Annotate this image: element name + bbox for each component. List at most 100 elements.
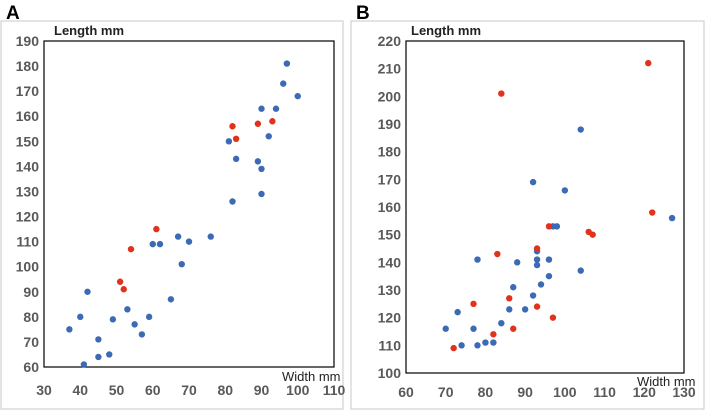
panel-b-red-point bbox=[450, 344, 457, 352]
panel-a-red-point bbox=[120, 286, 127, 293]
panel-b-red-point bbox=[506, 295, 513, 302]
panel-b-y-tick-label: 170 bbox=[378, 171, 402, 187]
panel-a-x-tick-label: 50 bbox=[109, 382, 125, 398]
panel-b-blue-point bbox=[474, 256, 481, 263]
panel-b-blue-point bbox=[529, 178, 537, 186]
panel-b-red-point bbox=[494, 250, 501, 258]
panel-b-y-tick-label: 190 bbox=[378, 116, 402, 132]
panel-a-y-tick-label: 120 bbox=[16, 209, 40, 225]
panel-a-frame bbox=[0, 20, 344, 410]
panel-a-x-tick-label: 60 bbox=[145, 382, 161, 398]
panel-b-red-point bbox=[533, 303, 541, 310]
panel-a-blue-point bbox=[138, 331, 146, 338]
panel-a-blue-point bbox=[254, 158, 262, 165]
panel-b-blue-point bbox=[521, 306, 529, 313]
panel-b-ticks: 100 110 120 130 140 150 160 170 180 190 200 210 220 6… bbox=[378, 33, 696, 400]
panel-a-blue-point bbox=[280, 80, 287, 87]
panel-b-plot-area bbox=[405, 40, 685, 374]
panel-b-y-tick-label: 220 bbox=[378, 33, 402, 49]
panel-a-blue-point bbox=[229, 198, 236, 205]
panel-a-blue-point bbox=[272, 105, 280, 112]
panel-b-blue-point bbox=[506, 306, 513, 313]
panel-a-blue-point bbox=[283, 60, 291, 67]
panel-a-x-tick-label: 110 bbox=[323, 382, 346, 398]
panel-a-ticks: 60 70 80 90 100 110 120 130 140 150 160 170 180 190 30… bbox=[16, 33, 346, 398]
panel-b-blue-point bbox=[490, 339, 497, 346]
panel-a-y-tick-label: 170 bbox=[16, 83, 40, 99]
panel-b-blue-point bbox=[533, 261, 541, 269]
panel-b-blue-point bbox=[529, 292, 537, 299]
panel-a-x-tick-label: 30 bbox=[36, 382, 52, 398]
panel-a-blue-point bbox=[232, 155, 240, 163]
panel-b-y-tick-label: 160 bbox=[378, 199, 402, 215]
panel-a-plot-area bbox=[43, 40, 335, 368]
panel-a-x-tick-label: 40 bbox=[72, 382, 88, 398]
panel-a-blue-point bbox=[95, 336, 102, 343]
panel-a-blue-point bbox=[80, 361, 88, 368]
panel-b-red-point bbox=[649, 209, 656, 216]
panel-a-blue-point bbox=[178, 260, 185, 268]
panel-a-x-tick-label: 80 bbox=[217, 382, 233, 398]
panel-b-blue-point bbox=[577, 126, 584, 133]
panel-b-x-tick-label: 70 bbox=[438, 384, 454, 400]
panel-b-red-point bbox=[490, 331, 497, 338]
panel-b-x-tick-label: 110 bbox=[593, 384, 616, 400]
panel-a-y-tick-label: 130 bbox=[16, 183, 40, 199]
panel-a-x-tick-label: 100 bbox=[286, 382, 310, 398]
panel-b-x-tick-label: 130 bbox=[672, 384, 696, 400]
panel-a-y-tick-label: 190 bbox=[16, 33, 40, 49]
panel-b-blue-point bbox=[474, 342, 481, 349]
panel-b-blue-point bbox=[482, 339, 489, 346]
panel-a-y-tick-label: 110 bbox=[16, 234, 39, 250]
panel-a-blue-point bbox=[84, 288, 91, 295]
panel-a-y-tick-label: 60 bbox=[23, 359, 39, 375]
panel-b-blue-point bbox=[537, 281, 545, 288]
panel-a-blue-point bbox=[167, 296, 175, 303]
panel-b-blue-point bbox=[454, 308, 461, 316]
panel-b-y-axis-label: Length mm bbox=[411, 23, 481, 38]
panel-b-y-tick-label: 130 bbox=[378, 282, 402, 298]
panel-b-red-point bbox=[645, 59, 652, 67]
panel-b-y-tick-label: 100 bbox=[378, 365, 402, 381]
panel-a-blue-point bbox=[131, 321, 138, 328]
panel-b-blue-point bbox=[668, 214, 676, 222]
panel-a-blue-point bbox=[207, 233, 214, 240]
panel-a-red-point bbox=[269, 118, 276, 125]
panel-b-red-point bbox=[510, 325, 517, 332]
panel-a-blue-point bbox=[225, 138, 233, 145]
panel-b-blue-point bbox=[442, 325, 449, 332]
panel-a-blue-point bbox=[66, 326, 73, 333]
panel-b-red-point bbox=[470, 300, 477, 308]
panel-a-y-tick-label: 180 bbox=[16, 58, 40, 74]
panel-a-y-tick-label: 70 bbox=[23, 334, 39, 350]
panel-a-blue-point bbox=[258, 165, 265, 173]
panel-b-x-tick-label: 100 bbox=[553, 384, 577, 400]
panel-b-red-point bbox=[549, 314, 557, 321]
panel-b-blue-point bbox=[545, 272, 553, 280]
panel-b-blue-point bbox=[533, 256, 541, 263]
panel-a-blue-point bbox=[145, 313, 153, 321]
panel-a-blue-point bbox=[174, 233, 182, 240]
panel-a-blue-point bbox=[156, 240, 164, 248]
panel-b-y-tick-label: 200 bbox=[378, 88, 402, 104]
panel-a-blue-point bbox=[265, 133, 272, 140]
panel-a-blue-point bbox=[124, 306, 131, 313]
panel-b-x-tick-label: 90 bbox=[517, 384, 533, 400]
panel-b-blue-point bbox=[458, 342, 465, 349]
panel-a-y-tick-label: 140 bbox=[16, 158, 40, 174]
panel-b-red-point bbox=[533, 245, 541, 252]
panel-a-y-axis-label: Length mm bbox=[54, 23, 124, 38]
panel-a-blue-point bbox=[109, 316, 117, 323]
panel-b-blue-point bbox=[545, 256, 553, 263]
panel-a-y-tick-label: 100 bbox=[16, 259, 40, 275]
panel-b-y-tick-label: 110 bbox=[378, 337, 401, 353]
panel-b-y-tick-label: 150 bbox=[378, 227, 402, 243]
panel-a-x-axis-label: Width mm bbox=[282, 369, 341, 384]
panel-a-y-tick-label: 150 bbox=[16, 133, 40, 149]
panel-b-blue-point bbox=[514, 259, 521, 266]
panel-a-red-point bbox=[127, 245, 135, 253]
panel-b-y-tick-label: 210 bbox=[378, 61, 402, 77]
panel-b-blue-point bbox=[498, 320, 505, 327]
panel-a-y-tick-label: 160 bbox=[16, 108, 40, 124]
panel-b-blue-point bbox=[561, 187, 569, 194]
